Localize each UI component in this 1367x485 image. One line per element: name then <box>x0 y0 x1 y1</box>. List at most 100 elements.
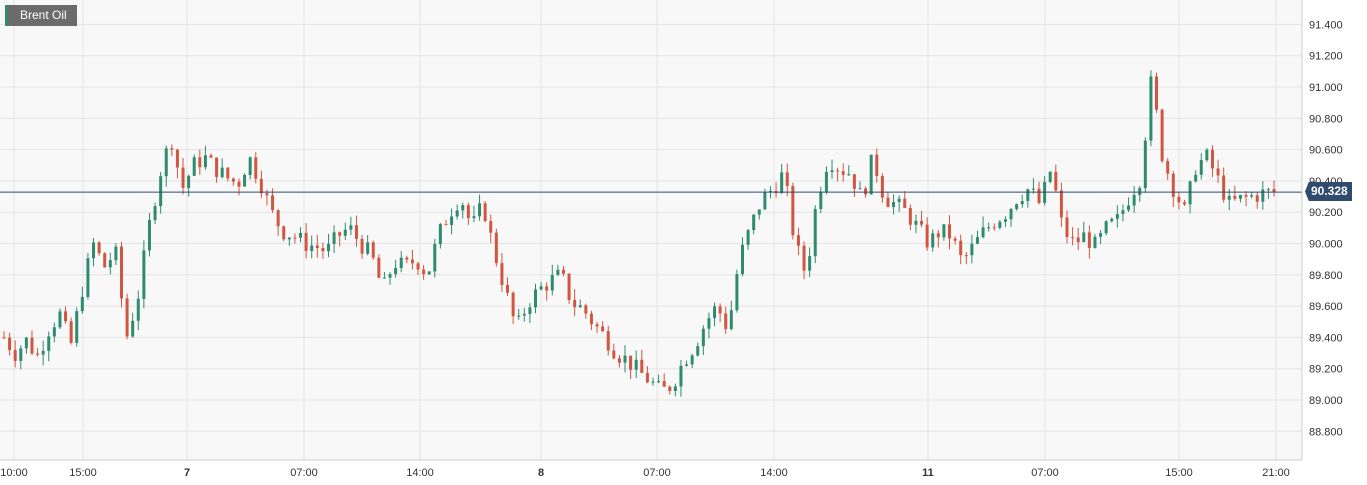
candle-body <box>382 277 386 279</box>
candle-body <box>522 313 526 316</box>
candle-body <box>1171 173 1175 197</box>
candle-body <box>880 176 884 198</box>
candle-body <box>1143 140 1147 189</box>
candle-body <box>271 195 275 211</box>
candle-body <box>416 263 420 270</box>
candle-body <box>808 256 812 271</box>
candle-body <box>1166 161 1170 174</box>
candle-body <box>1138 188 1142 196</box>
candle-body <box>1087 232 1091 248</box>
x-tick-label: 7 <box>184 467 190 479</box>
candle-body <box>836 170 840 172</box>
x-axis: 10:00 15:00 7 07:00 14:00 8 07:00 14:00 11 07:00 1… <box>0 0 1303 479</box>
candle-body <box>1099 233 1103 237</box>
candle-body <box>657 381 661 383</box>
candle-body <box>819 191 823 209</box>
candle-body <box>1205 149 1209 161</box>
candle-body <box>1199 160 1203 175</box>
candle-body <box>914 220 918 225</box>
candle-body <box>92 242 96 259</box>
x-tick-label: 15:00 <box>1165 467 1193 479</box>
candle-body <box>220 167 224 178</box>
candle-body <box>483 203 487 222</box>
y-tick-label: 90.000 <box>1309 239 1343 251</box>
candle-body <box>679 365 683 387</box>
candle-body <box>892 202 896 207</box>
candle-body <box>813 208 817 257</box>
candle-body <box>1065 217 1069 238</box>
current-price-value: 90.328 <box>1311 184 1348 198</box>
candle-body <box>696 346 700 356</box>
candle-body <box>768 190 772 193</box>
candle-body <box>791 186 795 236</box>
candle-body <box>589 313 593 325</box>
candle-body <box>455 210 459 217</box>
candle-body <box>757 209 761 215</box>
candle-body <box>981 227 985 238</box>
candle-body <box>1132 195 1136 206</box>
candle-body <box>578 305 582 308</box>
candle-body <box>293 237 297 239</box>
candle-body <box>824 172 828 192</box>
x-tick-label: 14:00 <box>406 467 434 479</box>
y-tick-label: 88.800 <box>1309 426 1343 438</box>
candle-body <box>1155 76 1159 110</box>
candle-body <box>19 348 23 361</box>
candle-body <box>103 253 107 268</box>
candle-body <box>399 257 403 269</box>
candle-body <box>998 221 1002 228</box>
y-tick-label: 90.800 <box>1309 113 1343 125</box>
candle-body <box>248 157 252 176</box>
candle-body <box>539 286 543 290</box>
candle-body <box>936 233 940 238</box>
y-tick-label: 90.600 <box>1309 145 1343 157</box>
candle-body <box>1177 196 1181 203</box>
candle-body <box>1261 189 1265 202</box>
instrument-legend[interactable]: Brent Oil <box>5 5 77 26</box>
candle-body <box>640 359 644 373</box>
instrument-label: Brent Oil <box>20 8 67 22</box>
candle-body <box>8 337 12 351</box>
candle-body <box>959 240 963 256</box>
candle-body <box>1149 76 1153 141</box>
candle-body <box>1160 109 1164 162</box>
candle-body <box>427 271 431 275</box>
candle-body <box>13 350 17 361</box>
candle-body <box>360 238 364 254</box>
candle-body <box>433 244 437 272</box>
candle-body <box>908 207 912 225</box>
candle-body <box>718 306 722 314</box>
candle-body <box>1093 236 1097 248</box>
candle-body <box>942 224 946 238</box>
candle-body <box>1026 189 1030 202</box>
candle-body <box>315 245 319 248</box>
candle-body <box>265 193 269 196</box>
candle-body <box>466 205 470 219</box>
candle-body <box>735 274 739 311</box>
candle-body <box>86 258 90 297</box>
candle-body <box>869 154 873 195</box>
candle-body <box>175 149 179 168</box>
candle-body <box>1110 218 1114 222</box>
candle-body <box>259 178 263 194</box>
candle-body <box>1194 174 1198 182</box>
candle-body <box>410 259 414 264</box>
candle-body <box>651 381 655 383</box>
candle-body <box>276 210 280 227</box>
candle-body <box>533 289 537 308</box>
candle-body <box>326 243 330 252</box>
candle-body <box>729 310 733 330</box>
candle-body <box>1071 237 1075 239</box>
candle-body <box>987 227 991 229</box>
candle-body <box>181 167 185 188</box>
candle-body <box>903 198 907 208</box>
y-tick-label: 89.800 <box>1309 270 1343 282</box>
candle-body <box>1115 214 1119 219</box>
candle-body <box>528 307 532 314</box>
candle-body <box>992 227 996 229</box>
candle-body <box>841 171 845 175</box>
grid <box>0 0 1302 460</box>
candle-body <box>629 355 633 370</box>
candle-body <box>746 230 750 245</box>
